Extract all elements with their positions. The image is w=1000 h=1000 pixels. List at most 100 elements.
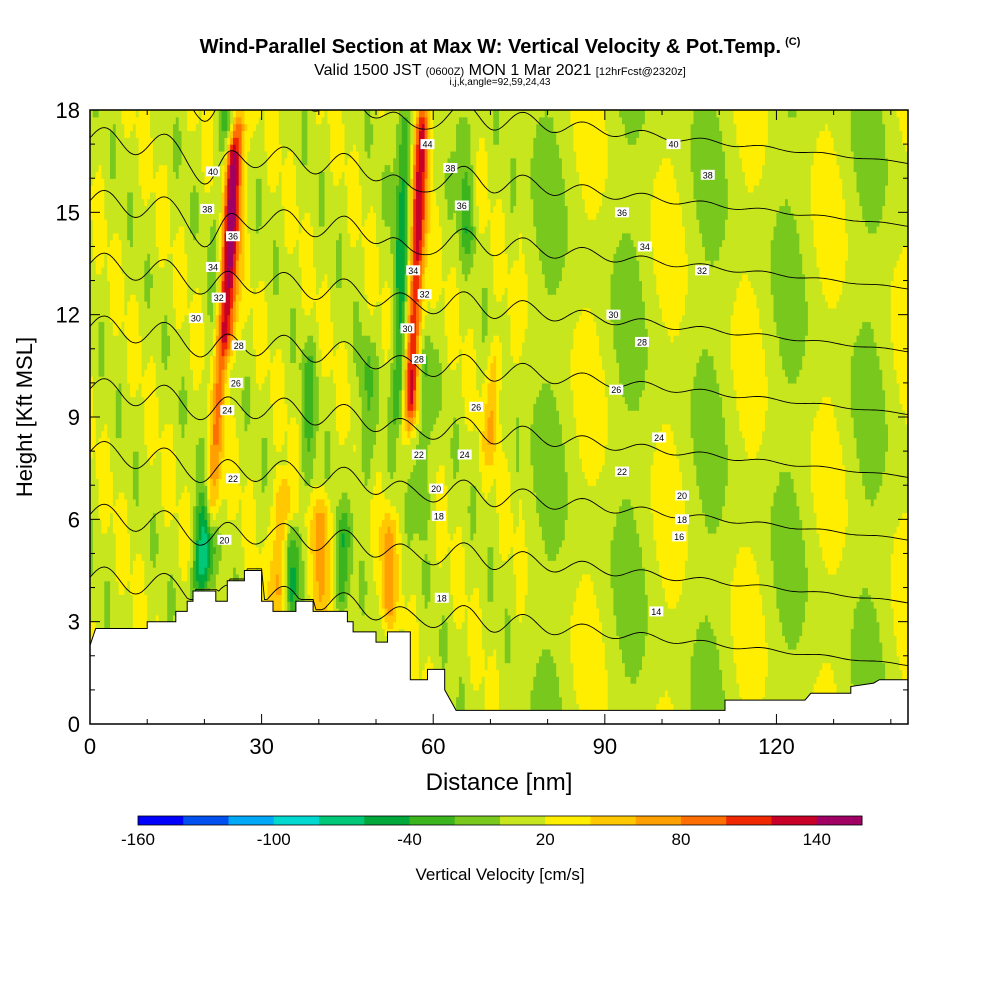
w-cell: [822, 110, 826, 132]
w-cell: [358, 110, 363, 186]
w-cell: [719, 246, 723, 398]
contour-label-text: 32: [214, 293, 224, 303]
w-cell: [496, 110, 500, 145]
w-cell: [519, 621, 523, 724]
w-cell: [324, 376, 328, 432]
w-cell: [859, 594, 863, 724]
w-cell: [284, 110, 288, 159]
w-cell: [687, 110, 692, 724]
w-cell: [144, 594, 148, 643]
w-cell: [470, 110, 474, 166]
w-cell: [204, 580, 208, 589]
w-cell: [215, 498, 220, 514]
w-cell: [233, 362, 237, 418]
w-cell: [510, 266, 514, 357]
w-cell: [541, 110, 546, 118]
w-cell: [192, 239, 197, 295]
w-cell: [862, 485, 866, 589]
w-cell: [121, 110, 125, 125]
w-cell: [490, 485, 494, 548]
w-cell: [599, 205, 603, 357]
contour-label-text: 34: [408, 266, 418, 276]
w-cell: [484, 669, 489, 711]
w-cell: [418, 239, 423, 261]
w-cell: [627, 676, 632, 724]
w-cell: [152, 362, 157, 459]
w-cell: [215, 382, 220, 445]
w-cell: [244, 123, 248, 132]
w-cell: [624, 110, 629, 138]
w-cell: [613, 526, 617, 616]
w-cell: [467, 430, 471, 507]
w-cell: [295, 512, 300, 527]
w-cell: [410, 314, 414, 370]
w-cell: [396, 123, 400, 186]
w-cell: [253, 110, 257, 132]
w-cell: [95, 110, 100, 118]
w-cell: [744, 185, 749, 275]
w-cell: [212, 328, 217, 357]
w-cell: [147, 198, 151, 254]
w-cell: [293, 417, 297, 514]
w-cell: [218, 505, 223, 534]
w-cell: [438, 410, 443, 466]
w-cell: [650, 512, 655, 724]
w-cell: [882, 471, 886, 664]
w-cell: [233, 301, 237, 323]
w-cell: [516, 417, 520, 473]
w-cell: [172, 512, 177, 589]
w-cell: [124, 498, 128, 589]
w-cell: [393, 369, 397, 425]
w-cell: [653, 451, 657, 541]
w-cell: [184, 423, 188, 486]
w-cell: [235, 512, 240, 575]
w-cell: [450, 539, 454, 595]
w-cell: [770, 505, 775, 561]
w-cell: [484, 225, 489, 288]
w-cell: [330, 171, 334, 323]
theta-contour-16: [90, 503, 908, 604]
contour-label-bg: [220, 405, 235, 416]
w-cell: [796, 376, 800, 507]
w-cell: [481, 382, 486, 432]
contour-label-28: 28: [231, 340, 246, 351]
w-cell: [364, 594, 369, 664]
contour-label-40: 40: [666, 139, 681, 150]
w-cell: [210, 512, 214, 527]
x-tick-label: 120: [758, 734, 795, 759]
w-cell: [584, 212, 589, 309]
w-cell: [290, 567, 294, 602]
w-cell: [879, 219, 883, 370]
contour-label-20: 20: [675, 490, 690, 501]
w-cell: [287, 110, 291, 152]
w-cell: [290, 307, 294, 364]
w-cell: [378, 294, 383, 302]
w-cell: [190, 369, 194, 568]
w-cell: [790, 382, 795, 479]
w-cell: [218, 150, 223, 213]
w-cell: [633, 410, 637, 520]
w-cell: [347, 110, 351, 159]
w-cell: [258, 110, 263, 118]
w-cell: [699, 498, 703, 623]
w-cell: [301, 164, 306, 220]
w-cell: [418, 287, 423, 323]
w-cell: [487, 382, 492, 418]
w-cell: [530, 423, 534, 466]
w-cell: [484, 498, 489, 671]
w-cell: [298, 110, 303, 234]
contour-label-22: 22: [411, 449, 426, 460]
w-cell: [621, 123, 626, 234]
w-cell: [441, 614, 446, 671]
w-cell: [330, 369, 334, 514]
w-cell: [805, 301, 809, 336]
w-cell: [212, 110, 217, 220]
w-cell: [799, 110, 803, 254]
w-cell: [104, 110, 108, 220]
w-cell: [770, 294, 775, 507]
w-cell: [298, 532, 303, 630]
w-cell: [270, 362, 274, 404]
w-cell: [839, 110, 843, 179]
w-cell: [104, 219, 108, 254]
